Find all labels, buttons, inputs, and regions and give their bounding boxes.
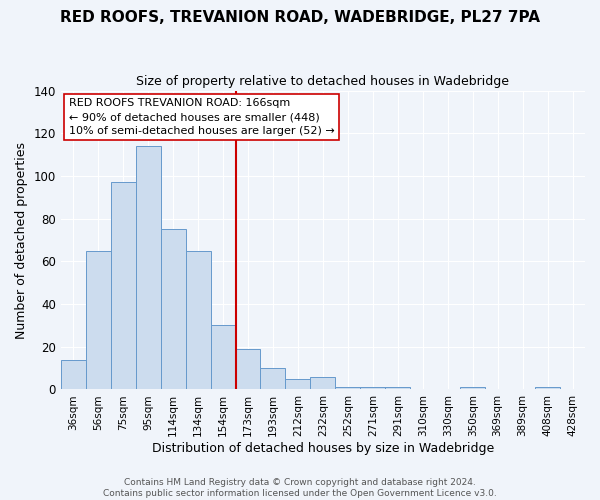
Bar	[61, 360, 86, 390]
X-axis label: Distribution of detached houses by size in Wadebridge: Distribution of detached houses by size …	[152, 442, 494, 455]
Bar	[535, 388, 560, 390]
Text: RED ROOFS TREVANION ROAD: 166sqm
← 90% of detached houses are smaller (448)
10% : RED ROOFS TREVANION ROAD: 166sqm ← 90% o…	[68, 98, 334, 136]
Bar	[211, 326, 236, 390]
Bar	[460, 388, 485, 390]
Bar	[161, 230, 185, 390]
Text: RED ROOFS, TREVANION ROAD, WADEBRIDGE, PL27 7PA: RED ROOFS, TREVANION ROAD, WADEBRIDGE, P…	[60, 10, 540, 25]
Bar	[385, 388, 410, 390]
Text: Contains HM Land Registry data © Crown copyright and database right 2024.
Contai: Contains HM Land Registry data © Crown c…	[103, 478, 497, 498]
Title: Size of property relative to detached houses in Wadebridge: Size of property relative to detached ho…	[136, 75, 509, 88]
Bar	[335, 388, 361, 390]
Y-axis label: Number of detached properties: Number of detached properties	[15, 142, 28, 338]
Bar	[286, 379, 310, 390]
Bar	[236, 349, 260, 390]
Bar	[361, 388, 385, 390]
Bar	[86, 250, 111, 390]
Bar	[185, 250, 211, 390]
Bar	[260, 368, 286, 390]
Bar	[136, 146, 161, 390]
Bar	[111, 182, 136, 390]
Bar	[310, 376, 335, 390]
